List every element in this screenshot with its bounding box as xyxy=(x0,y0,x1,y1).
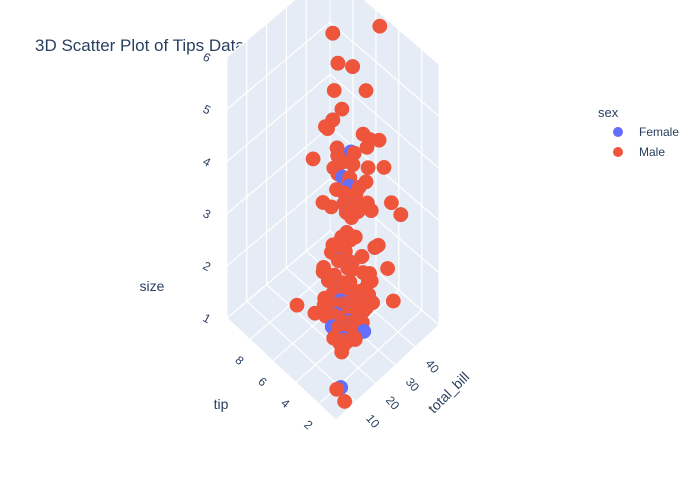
z-tick-label: 1 xyxy=(201,311,214,327)
data-point-male[interactable] xyxy=(317,119,333,135)
data-point-male[interactable] xyxy=(334,101,350,117)
data-point-male[interactable] xyxy=(376,159,392,175)
data-point-male[interactable] xyxy=(337,393,353,409)
data-point-male[interactable] xyxy=(344,210,359,226)
data-point-male[interactable] xyxy=(289,297,305,313)
data-point-male[interactable] xyxy=(355,265,371,281)
legend-marker-female xyxy=(613,127,623,137)
z-gridline xyxy=(226,0,440,65)
data-point-male[interactable] xyxy=(335,276,351,292)
data-point-male[interactable] xyxy=(372,18,388,34)
legend[interactable]: sex Female Male xyxy=(598,105,679,159)
legend-item-female[interactable]: Female xyxy=(613,125,679,139)
legend-label-male: Male xyxy=(639,145,665,159)
data-point-male[interactable] xyxy=(330,55,346,71)
legend-label-female: Female xyxy=(639,125,679,139)
legend-item-male[interactable]: Male xyxy=(613,145,665,159)
data-point-male[interactable] xyxy=(385,293,401,309)
data-point-male[interactable] xyxy=(325,25,341,41)
data-point-male[interactable] xyxy=(393,207,409,223)
data-point-male[interactable] xyxy=(367,240,383,255)
chart-title: 3D Scatter Plot of Tips Dataset xyxy=(35,36,268,55)
data-point-male[interactable] xyxy=(358,83,374,99)
data-point-male[interactable] xyxy=(371,132,387,148)
x-tick-label: 20 xyxy=(383,393,403,412)
data-point-male[interactable] xyxy=(345,59,361,75)
x-tick-label: 10 xyxy=(363,412,383,431)
legend-marker-male xyxy=(613,147,623,157)
y-tick-label: 4 xyxy=(278,396,292,411)
data-point-male[interactable] xyxy=(360,160,376,176)
z-tick-label: 5 xyxy=(201,102,214,118)
z-gridline xyxy=(226,21,440,117)
y-axis-title: tip xyxy=(214,396,229,412)
x-tick-label: 40 xyxy=(423,357,443,376)
z-tick-label: 2 xyxy=(201,259,214,275)
data-point-male[interactable] xyxy=(323,199,339,215)
z-axis-title: size xyxy=(140,278,165,294)
z-tick-label: 3 xyxy=(201,206,214,222)
data-point-male[interactable] xyxy=(329,381,345,397)
scene-gridlines xyxy=(226,0,440,405)
data-point-male[interactable] xyxy=(383,195,399,211)
z-gridline xyxy=(226,73,440,169)
data-point-male[interactable] xyxy=(305,151,321,167)
z-gridline xyxy=(226,178,440,274)
y-tick-label: 6 xyxy=(255,374,269,389)
legend-title: sex xyxy=(598,105,619,120)
data-point-male[interactable] xyxy=(343,262,359,278)
data-point-male[interactable] xyxy=(345,157,361,173)
data-point-male[interactable] xyxy=(334,344,350,360)
scatter-points[interactable] xyxy=(289,18,409,409)
data-point-male[interactable] xyxy=(326,83,342,98)
x-axis-title: total_bill xyxy=(425,369,473,417)
y-tick-label: 8 xyxy=(232,353,246,368)
y-tick-label: 2 xyxy=(301,417,315,432)
z-tick-label: 4 xyxy=(201,154,214,170)
data-point-male[interactable] xyxy=(355,126,371,142)
data-point-male[interactable] xyxy=(380,261,396,276)
x-tick-label: 30 xyxy=(403,375,423,394)
z-gridline xyxy=(226,230,440,326)
